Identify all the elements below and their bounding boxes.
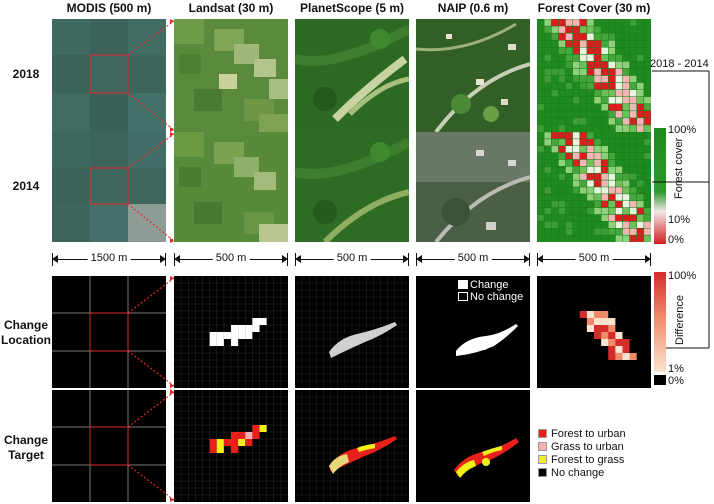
target-legend-forest-to-urban: Forest to urban — [538, 428, 626, 440]
row-label-change-target: Change Target — [3, 433, 48, 462]
column-header-naip: NAIP (0.6 m) — [437, 1, 509, 15]
landsat-2014-image — [174, 132, 288, 242]
difference-tick-100: 100% — [668, 270, 697, 282]
landsat-2018-image — [174, 19, 288, 132]
zoom-lines-top — [127, 19, 175, 243]
scale-bar-planetscope: 500 m — [295, 252, 409, 268]
scale-bar-landsat: 500 m — [174, 252, 288, 268]
legend-change-label: Change — [470, 279, 509, 291]
modis-change-location-image — [52, 276, 166, 388]
legend-change-swatch — [458, 280, 468, 289]
change-arrow-label: 2018 - 2014 — [650, 58, 709, 70]
zoom-lines-bottom — [127, 276, 175, 502]
planetscope-2018-image — [295, 19, 409, 132]
forest-cover-2018-image — [537, 19, 651, 132]
column-header-forest-cover: Forest Cover (30 m) — [537, 1, 651, 15]
target-legend-grass-to-urban: Grass to urban — [538, 441, 624, 453]
forest-cover-2014-image — [537, 132, 651, 242]
modis-2018-image — [52, 19, 166, 132]
modis-change-target-image — [52, 390, 166, 502]
scale-bar-naip: 500 m — [416, 252, 530, 268]
row-label-2018: 2018 — [12, 67, 40, 81]
forest-cover-tick-10: 10% — [668, 214, 691, 226]
forest-cover-difference-image — [537, 276, 651, 388]
scale-bar-modis: 1500 m — [52, 252, 166, 268]
row-label-change-location: Change Location — [1, 318, 51, 347]
planetscope-2014-image — [295, 132, 409, 242]
planetscope-change-location-image — [295, 276, 409, 388]
landsat-change-target-image — [174, 390, 288, 502]
forest-cover-tick-100: 100% — [668, 124, 697, 136]
naip-2014-image — [416, 132, 530, 242]
scale-bar-forest-cover: 500 m — [537, 252, 651, 268]
difference-tick-1: 1% — [668, 363, 684, 375]
naip-change-target-image — [416, 390, 530, 502]
difference-tick-0: 0% — [668, 375, 684, 387]
legend-no-change-label: No change — [470, 291, 524, 303]
landsat-change-location-image — [174, 276, 288, 388]
naip-change-location-image — [416, 276, 530, 388]
column-header-planetscope: PlanetScope (5 m) — [299, 1, 405, 15]
forest-cover-tick-0: 0% — [668, 234, 684, 246]
modis-2014-image — [52, 132, 166, 242]
row-label-2014: 2014 — [12, 179, 40, 193]
naip-2018-image — [416, 19, 530, 132]
target-legend-forest-to-grass: Forest to grass — [538, 454, 624, 466]
difference-zero-swatch — [654, 375, 666, 385]
forest-cover-colorbar — [654, 128, 666, 244]
difference-colorbar — [654, 272, 666, 372]
planetscope-change-target-image — [295, 390, 409, 502]
difference-legend-title: Difference — [674, 295, 686, 345]
target-legend-no-change: No change — [538, 467, 604, 479]
column-header-landsat: Landsat (30 m) — [188, 1, 274, 15]
column-header-modis: MODIS (500 m) — [66, 1, 152, 15]
legend-no-change-swatch — [458, 292, 468, 301]
